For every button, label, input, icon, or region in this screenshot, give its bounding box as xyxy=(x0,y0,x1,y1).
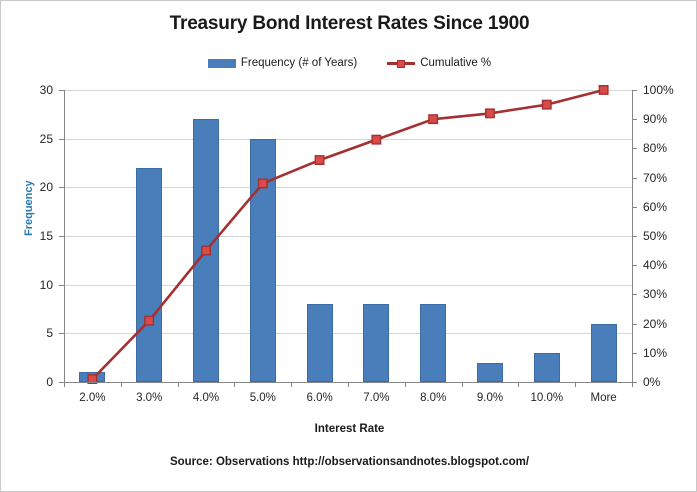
bar-100[interactable] xyxy=(533,352,560,382)
y-axis-right-tick-label: 30% xyxy=(643,287,668,302)
y-axis-left-tick-mark xyxy=(59,333,64,335)
y-axis-right-tick-label: 20% xyxy=(643,316,668,331)
bar-60[interactable] xyxy=(306,304,333,382)
legend-label-cumulative: Cumulative % xyxy=(420,57,492,69)
legend-item-cumulative[interactable]: Cumulative % xyxy=(387,57,491,69)
y-axis-right-tick-mark xyxy=(632,323,637,325)
y-axis-right-tick-label: 10% xyxy=(643,345,668,360)
y-axis-right-tick-mark xyxy=(632,382,637,383)
x-axis-tick-mark xyxy=(120,382,122,387)
y-axis-left-tick-mark xyxy=(59,236,64,237)
cumulative-marker-90[interactable] xyxy=(485,108,495,119)
x-axis-tick-label: 8.0% xyxy=(420,392,447,404)
y-axis-left-line xyxy=(64,90,65,382)
x-axis-tick-label: 6.0% xyxy=(306,392,333,404)
chart-title: Treasury Bond Interest Rates Since 1900 xyxy=(169,13,530,34)
x-axis-tick-mark xyxy=(291,382,293,387)
cumulative-marker-60[interactable] xyxy=(314,155,325,166)
cumulative-marker-100[interactable] xyxy=(541,99,552,110)
legend-label-frequency: Frequency (# of Years) xyxy=(240,57,358,69)
x-axis-tick-mark xyxy=(632,382,633,387)
y-axis-right-tick-label: 50% xyxy=(643,229,668,243)
y-axis-left-tick-label: 15 xyxy=(39,229,53,243)
x-axis-tick-label: 4.0% xyxy=(192,392,220,404)
y-axis-left-tick-label: 30 xyxy=(39,83,53,97)
y-axis-left-tick-label: 25 xyxy=(39,131,53,146)
y-axis-right-line xyxy=(632,90,633,382)
y-axis-right-tick-label: 40% xyxy=(643,258,668,273)
y-axis-right-tick-mark xyxy=(632,148,637,150)
x-axis-tick-mark xyxy=(234,382,236,387)
y-axis-right-tick-mark xyxy=(632,177,637,179)
x-axis-line xyxy=(64,382,632,383)
y-axis-left-tick-label: 20 xyxy=(39,180,53,195)
bar-70[interactable] xyxy=(363,304,390,382)
x-axis-tick-mark xyxy=(404,382,406,387)
x-axis-tick-label: 5.0% xyxy=(249,392,276,404)
y-axis-left-tick-label: 5 xyxy=(46,326,53,341)
y-axis-right-tick-label: 100% xyxy=(643,83,674,97)
x-axis-tick-label: 7.0% xyxy=(363,392,390,404)
legend-item-frequency[interactable]: Frequency (# of Years) xyxy=(207,57,358,69)
y-axis-right-tick-mark xyxy=(632,265,637,267)
source-note: Source: Observations http://observations… xyxy=(169,456,530,468)
y-axis-right-tick-mark xyxy=(632,206,637,208)
y-axis-right-tick-label: 60% xyxy=(643,199,668,214)
x-axis-tick-mark xyxy=(461,382,463,387)
y-axis-right-tick-mark xyxy=(632,352,637,354)
x-axis-tick-label: More xyxy=(590,392,617,404)
y-axis-right-tick-label: 0% xyxy=(643,375,661,389)
x-axis-tick-mark xyxy=(518,382,520,387)
y-axis-right-tick-mark xyxy=(632,236,637,237)
bar-40[interactable] xyxy=(192,119,220,382)
y-axis-left-tick-mark xyxy=(59,138,64,140)
legend-line-swatch-icon xyxy=(387,59,416,68)
y-axis-left-tick-mark xyxy=(59,187,64,189)
x-axis-tick-label: 9.0% xyxy=(476,392,504,404)
bar-20[interactable] xyxy=(79,372,106,382)
cumulative-line-path xyxy=(91,88,604,381)
legend-bar-swatch-icon xyxy=(207,58,236,68)
x-axis-tick-mark xyxy=(177,382,179,387)
x-axis-title: Interest Rate xyxy=(314,423,385,435)
x-axis-tick-label: 10.0% xyxy=(530,392,564,404)
x-axis-tick-label: 3.0% xyxy=(136,392,163,404)
y-axis-right-tick-label: 70% xyxy=(643,170,668,185)
y-axis-title: Frequency xyxy=(23,180,35,236)
y-axis-left-tick-label: 0 xyxy=(46,375,53,389)
y-axis-right-tick-mark xyxy=(632,90,637,91)
bar-90[interactable] xyxy=(476,362,504,382)
x-axis-tick-mark xyxy=(348,382,349,387)
bar-30[interactable] xyxy=(136,167,163,382)
x-axis-tick-mark xyxy=(64,382,65,387)
x-axis-tick-mark xyxy=(575,382,577,387)
gridline xyxy=(64,138,632,140)
bar-80[interactable] xyxy=(420,304,447,382)
bar-More[interactable] xyxy=(590,323,617,382)
y-axis-right-tick-mark xyxy=(632,119,637,121)
chart-legend: Frequency (# of Years) Cumulative % xyxy=(1,57,696,69)
y-axis-right-tick-mark xyxy=(632,294,637,296)
gridline xyxy=(64,90,632,91)
y-axis-left-tick-mark xyxy=(59,382,64,383)
cumulative-marker-80[interactable] xyxy=(428,114,439,125)
y-axis-left-tick-mark xyxy=(59,90,64,91)
y-axis-left-tick-mark xyxy=(59,284,64,286)
y-axis-right-tick-label: 90% xyxy=(643,112,668,127)
x-axis-tick-label: 2.0% xyxy=(79,392,106,404)
y-axis-right-tick-label: 80% xyxy=(643,141,668,156)
y-axis-left-tick-label: 10 xyxy=(39,277,53,292)
bar-50[interactable] xyxy=(249,138,276,382)
plot-area xyxy=(64,84,632,384)
